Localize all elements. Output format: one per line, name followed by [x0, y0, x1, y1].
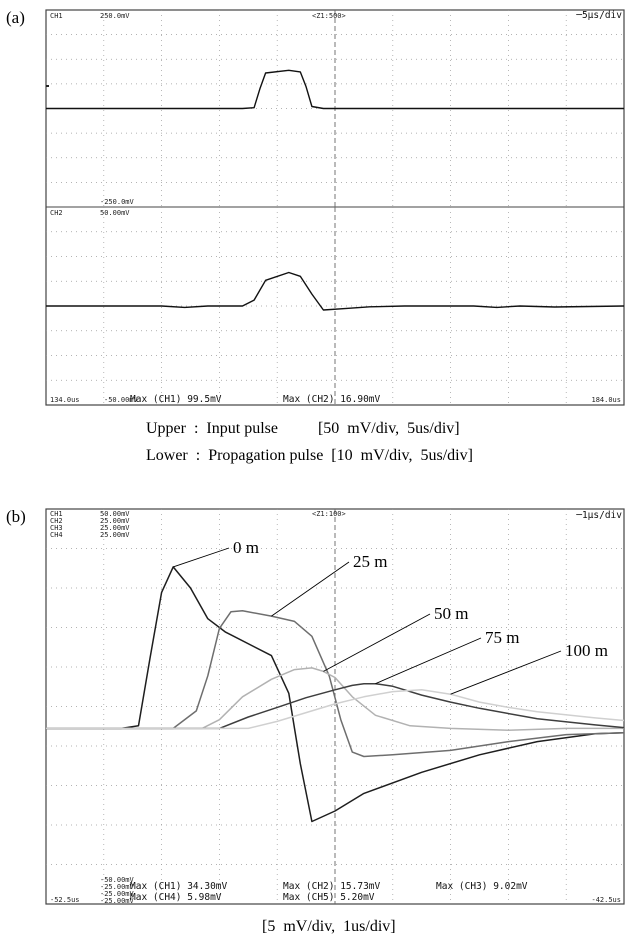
panel-a-label: (a)	[6, 8, 25, 27]
b-meas-ch5: Max (CH5) 5.20mV	[283, 892, 375, 903]
a-meas-ch1: Max (CH1) 99.5mV	[130, 394, 222, 405]
b-bottom-scale-1: -50.00mV	[100, 876, 135, 884]
panel-b-label: (b)	[6, 507, 26, 526]
b-ch1-scale: 50.00mV	[100, 510, 130, 518]
b-bottom-scale-2: -25.00mV	[100, 883, 135, 891]
b-ch2-scale: 25.00mV	[100, 517, 130, 525]
b-ch1-label: CH1	[50, 510, 63, 518]
b-ch4-label: CH4	[50, 531, 63, 539]
panel-a-grid	[46, 10, 624, 405]
b-meas-ch4: Max (CH4) 5.98mV	[130, 892, 222, 903]
b-ch2-label: CH2	[50, 517, 63, 525]
a-meas-ch2: Max (CH2) 16.90mV	[283, 394, 381, 405]
b-meas-ch3: Max (CH3) 9.02mV	[436, 881, 528, 892]
b-series-label: 25 m	[353, 552, 387, 571]
b-series-label: 75 m	[485, 628, 519, 647]
a-trace-ch1	[46, 69, 624, 110]
b-trace-75m	[46, 682, 625, 730]
a-timebase-label: ─5μs/div	[575, 10, 622, 21]
b-callout-leader	[271, 561, 350, 617]
a-zoom-label: <Z1:500>	[312, 12, 346, 20]
a-ch2-label: CH2	[50, 209, 63, 217]
b-trace-100m	[46, 689, 625, 730]
a-time-start: 134.0us	[50, 396, 80, 404]
b-meas-ch1: Max (CH1) 34.30mV	[130, 881, 228, 892]
b-bottom-scale-3: -25.00mV	[100, 890, 135, 898]
b-callout-leader	[450, 650, 562, 695]
panel-a-traces	[46, 69, 625, 311]
a-ch1-label: CH1	[50, 12, 63, 20]
a-ch1-scale-bottom: -250.0mV	[100, 198, 135, 206]
a-time-end: 184.0us	[591, 396, 621, 404]
b-trace-50m	[46, 667, 624, 731]
b-callout-leader	[375, 637, 482, 685]
panel-a-scope: CH1 250.0mV <Z1:500> ─5μs/div -250.0mV C…	[45, 9, 625, 406]
b-time-start: -52.5us	[50, 896, 80, 904]
b-callout-leader	[173, 547, 230, 568]
a-ch2-scale-top: 50.00mV	[100, 209, 130, 217]
b-ch3-scale: 25.00mV	[100, 524, 130, 532]
a-ch2-scale-bottom: -50.00mV	[104, 396, 139, 404]
b-callout-leader	[323, 613, 431, 672]
panel-b-traces	[46, 566, 625, 823]
panel-b-callouts: 0 m 25 m 50 m 75 m 100 m	[173, 538, 608, 695]
a-ch1-scale-top: 250.0mV	[100, 12, 130, 20]
b-series-label: 0 m	[233, 538, 259, 557]
b-series-label: 50 m	[434, 604, 468, 623]
a-trace-ch2	[46, 271, 625, 311]
caption-upper: Upper : Input pulse [50 mV/div, 5us/div]	[146, 420, 460, 437]
caption-lower: Lower : Propagation pulse [10 mV/div, 5u…	[146, 447, 473, 464]
b-ch4-scale: 25.00mV	[100, 531, 130, 539]
b-series-label: 100 m	[565, 641, 608, 660]
b-timebase-label: ─1μs/div	[575, 510, 622, 521]
b-trace-0m	[46, 566, 625, 823]
b-ch3-label: CH3	[50, 524, 63, 532]
b-time-end: -42.5us	[591, 896, 621, 904]
panel-b-grid	[46, 509, 624, 904]
b-meas-ch2: Max (CH2) 15.73mV	[283, 881, 381, 892]
b-zoom-label: <Z1:100>	[312, 510, 346, 518]
b-trace-25m	[46, 610, 625, 758]
caption-b: [5 mV/div, 1us/div]	[262, 918, 396, 935]
b-bottom-scale-4: -25.00mV	[100, 897, 135, 905]
